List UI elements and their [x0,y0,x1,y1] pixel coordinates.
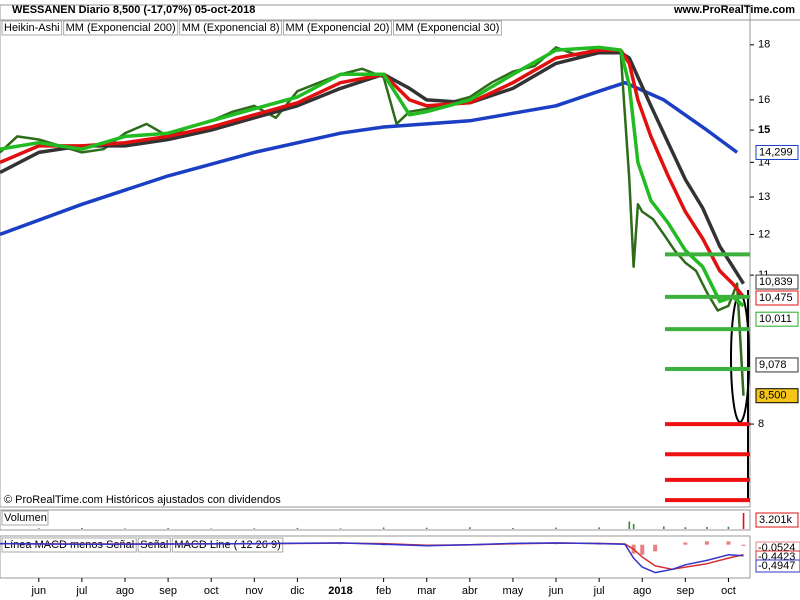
legend-entry: MM (Exponencial 20) [286,22,390,34]
legend-box [1,537,137,553]
volume-bar [598,527,600,529]
volume-bar [512,528,514,529]
x-tick-label: mar [417,585,436,597]
price-label: 10,011 [759,313,792,325]
volume-bar [339,528,342,529]
legend-box [63,20,179,36]
price-label-box [755,290,799,306]
price-label-box [755,144,799,160]
moving-average [0,48,745,299]
volume-bar [81,528,83,529]
y-tick-label: 18 [758,39,770,51]
legend-box [1,20,63,36]
y-tick-label: 15 [758,124,770,136]
x-tick-label: ago [633,585,651,597]
volume-bar [628,521,631,529]
value-label-box [755,559,800,573]
x-tick-label: feb [376,585,391,597]
legend-entry: MACD Line ( 12 26 9) [174,539,280,551]
x-tick-label: abr [462,585,478,597]
legend-box [283,20,392,36]
volume-bar [662,526,665,529]
price-label-box [755,311,799,327]
moving-average [0,45,745,308]
volume-bar [167,528,169,529]
volume-bar [296,527,299,529]
value-label: -0,4947 [758,560,795,572]
price-label: 9,078 [759,359,787,371]
moving-average [0,80,739,237]
source[interactable]: www.ProRealTime.com [673,4,795,16]
y-tick-label: 8 [758,418,764,430]
legend-entry: Heikin-Ashi [4,22,60,34]
volume-bar [382,527,385,529]
macd-histogram-bar [653,544,658,552]
x-tick-label: sep [676,585,694,597]
x-tick-label: sep [159,585,177,597]
x-tick-label: dic [290,585,305,597]
x-tick-label: oct [721,585,736,597]
y-tick-label: 16 [758,94,770,106]
volume-bar [742,512,745,529]
legend-box [137,537,171,553]
volume-bar [469,527,471,529]
volume-bar [706,527,708,529]
macd-histogram-bar [640,544,645,555]
volume-bar [253,528,256,529]
legend-entry: MM (Exponencial 200) [66,22,176,34]
legend-box [171,537,284,553]
chart-layer: Heikin-Ashi MM (Exponencial 200) MM (Expon… [0,20,800,597]
panel-label-box [1,510,49,526]
macd-histogram-bar [704,541,709,545]
volume-bar [425,527,428,529]
macd-panel [0,535,751,579]
chart-title: WESSANEN Diario 8,500 (-17,07%) 05-oct-2… [12,4,255,16]
legend-entry: MM (Exponencial 30) [395,22,499,34]
x-tick-label: jun [30,585,46,597]
x-tick-label: nov [245,585,263,597]
price-label: 10,475 [759,292,793,304]
price-label: 10,839 [759,276,793,288]
panel-label: Volumen [4,512,47,524]
volume-bar [124,528,126,529]
macd-line [0,542,744,574]
legend-box [392,20,502,36]
y-tick-label: 13 [758,191,770,203]
value-label-box [755,512,799,528]
volume-panel [0,509,751,531]
x-tick-label: may [503,585,524,597]
macd-histogram-bar [683,542,688,545]
macd-histogram-bar [741,544,746,546]
volume-bar [37,528,40,529]
price-label: 14,299 [759,146,793,158]
legend-entry: Señal [140,539,168,551]
x-tick-label: jun [548,585,564,597]
volume-bar [210,528,213,529]
x-tick-label: jul [593,585,605,597]
price-label: 8,500 [759,390,787,402]
y-tick-label: 12 [758,228,770,240]
x-tick-label: oct [204,585,219,597]
x-tick-label: 2018 [328,585,352,597]
macd-histogram-bar [726,541,731,545]
volume-bar [684,527,687,529]
legend-box [179,20,283,36]
moving-average [0,50,745,285]
value-label: 3.201k [759,514,793,526]
x-tick-label: jul [75,585,87,597]
price-label-box [755,388,799,404]
volume-bar [555,527,557,529]
legend-entry: MM (Exponencial 8) [182,22,280,34]
footnote: © ProRealTime.com Históricos ajustados c… [4,494,281,506]
volume-bar [727,526,730,529]
x-tick-label: ago [116,585,134,597]
price-label-box [755,357,799,373]
volume-bar [632,524,635,529]
price-label-box [755,274,799,290]
